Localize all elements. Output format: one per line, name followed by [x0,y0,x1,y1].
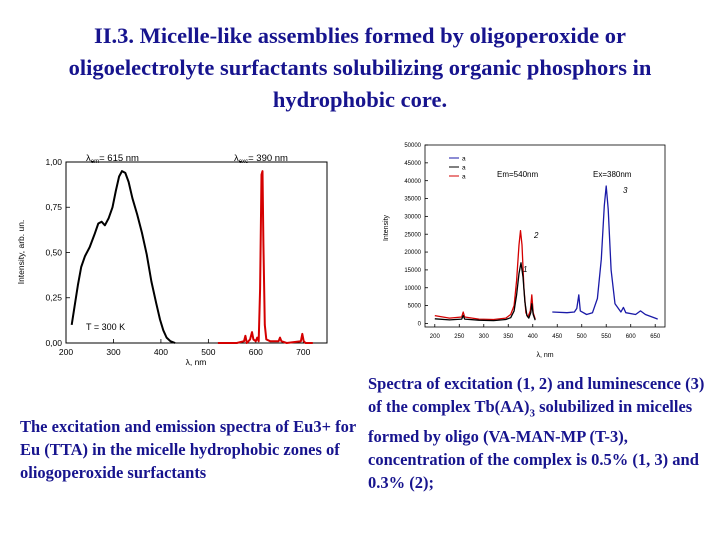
annotation-em: Em=540nm [497,170,538,179]
series-line [434,229,536,321]
caption-right-subscript: 3 [529,407,535,420]
y-tick-label: 25000 [404,232,421,238]
y-axis-label: Intensity, arb. un. [16,220,26,285]
x-tick-label: 200 [430,334,441,340]
y-tick-label: 0,25 [45,293,62,303]
y-axis-label: Intensity [383,214,390,241]
plot-frame [424,144,666,328]
legend-label: a [462,165,466,172]
annotation-temperature: T = 300 K [86,322,125,332]
caption-left: The excitation and emission spectra of E… [20,417,356,482]
series-line [217,170,313,344]
x-tick-label: 500 [577,334,588,340]
y-tick-label: 0 [418,322,422,328]
x-axis-label: λ, nm [186,357,207,367]
y-tick-label: 45000 [404,161,421,167]
x-tick-label: 300 [479,334,490,340]
y-tick-label: 1,00 [45,157,62,167]
y-tick-label: 0,50 [45,247,62,257]
y-tick-label: 0,00 [45,338,62,348]
legend-label: a [462,174,466,181]
y-tick-label: 30000 [404,214,421,220]
x-tick-label: 300 [106,347,120,357]
x-tick-label: 400 [154,347,168,357]
x-tick-label: 350 [503,334,514,340]
y-tick-label: 35000 [404,197,421,203]
caption-right: Spectra of excitation (1, 2) and lumines… [368,372,708,494]
y-tick-label: 15000 [404,268,421,274]
caption-right-text-2: solubilized in micelles formed by oligo … [368,397,699,493]
annotation-ex: Ex=380nm [593,170,632,179]
annotation-exc-wavelength: λexc= 390 nm [234,153,288,165]
annotation-em-wavelength: λem= 615 nm [86,153,139,165]
y-tick-label: 5000 [408,304,422,310]
x-tick-label: 650 [650,334,661,340]
x-tick-label: 400 [528,334,539,340]
series-line [552,185,658,320]
x-tick-label: 250 [454,334,465,340]
curve-label-1: 1 [523,265,527,274]
y-tick-label: 0,75 [45,202,62,212]
caption-right-text-1: Spectra of excitation (1, 2) and lumines… [368,374,705,416]
slide-title: II.3. Micelle-like assemblies formed by … [68,23,652,112]
curve-label-3: 3 [623,186,628,195]
y-tick-label: 40000 [404,179,421,185]
x-tick-label: 450 [552,334,563,340]
series-line [434,262,536,322]
legend-label: a [462,156,466,163]
y-tick-label: 10000 [404,286,421,292]
y-tick-label: 20000 [404,250,421,256]
x-tick-label: 600 [626,334,637,340]
curve-label-2: 2 [533,231,539,240]
x-tick-label: 500 [201,347,215,357]
y-tick-label: 50000 [404,143,421,149]
x-axis-label: λ, nm [536,352,553,359]
x-tick-label: 600 [249,347,263,357]
x-tick-label: 550 [601,334,612,340]
series-line [70,170,176,344]
x-tick-label: 700 [296,347,310,357]
x-tick-label: 200 [59,347,73,357]
